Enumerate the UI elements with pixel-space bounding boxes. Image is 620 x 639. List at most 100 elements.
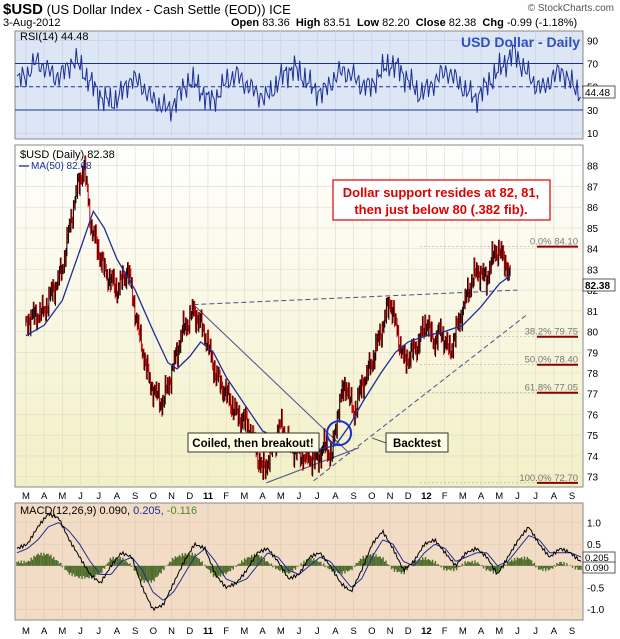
macd-x-tick-label: D [186,626,193,637]
price-tick-label: 83 [587,265,599,276]
rsi-legend: RSI(14) 44.48 [20,31,88,43]
macd-x-tick-label: S [569,626,575,637]
price-x-tick-label: 12 [421,491,432,502]
low-label: Low [357,17,380,29]
fib-level-label: 100.0% 72.70 [519,473,578,484]
price-x-tick-label: M [22,491,30,502]
price-tick-label: 78 [587,369,599,380]
price-tick-label: 74 [587,452,599,463]
macd-x-tick-label: M [459,626,467,637]
macd-x-tick-label: M [277,626,285,637]
open-label: Open [231,17,260,29]
fib-level-label: 38.2% 79.75 [525,327,578,338]
price-tick-label: 79 [587,348,599,359]
price-tick-label: 80 [587,328,599,339]
price-tick-label: 77 [587,390,599,401]
macd-x-tick-label: J [315,626,320,637]
price-x-tick-label: J [78,491,83,502]
price-x-tick-label: M [495,491,503,502]
macd-x-tick-label: A [41,626,48,637]
open-value: 83.36 [262,17,290,29]
macd-legend-macd: 0.090, [99,505,130,517]
stockcharts-logo[interactable]: © StockCharts.com [527,3,614,14]
rsi-panel: 9070503010 RSI(14) 44.48 USD Dollar - Da… [14,30,616,140]
price-last-value: 82.38 [585,281,610,292]
high-label: High [295,17,321,29]
price-x-tick-label: A [259,491,266,502]
trendline [313,314,527,482]
price-x-tick-label: J [297,491,302,502]
close-value: 82.38 [448,17,477,29]
price-x-tick-label: D [186,491,193,502]
macd-x-tick-label: S [132,626,138,637]
macd-x-tick-label: A [114,626,121,637]
coiled-text: Coiled, then breakout! [192,438,313,450]
price-x-tick-label: J [96,491,101,502]
macd-x-tick-label: A [551,626,558,637]
support-annotation: Dollar support resides at 82, 81, then j… [332,179,551,221]
macd-x-tick-label: 12 [421,626,432,637]
price-x-tick-label: S [569,491,575,502]
macd-x-tick-label: J [78,626,83,637]
backtest-annotation: Backtest [371,432,449,453]
backtest-text: Backtest [393,438,441,450]
macd-last-value: 0.090 [585,563,609,574]
price-tick-label: 85 [587,224,599,235]
macd-x-tick-label: J [533,626,538,637]
quote-line: 3-Aug-2012 Open 83.36 High 83.51 Low 82.… [3,17,615,29]
price-tick-label: 76 [587,410,599,421]
breakout-circle [326,420,353,447]
price-x-tick-label: J [533,491,538,502]
fib-level-label: 61.8% 77.05 [525,383,578,394]
rsi-tick-label: 10 [587,129,599,140]
price-x-tick-label: M [58,491,66,502]
price-x-tick-label: J [515,491,520,502]
macd-panel: 1.00.50.0-0.5-1.0 MAMJJASOND11FMAMJJASON… [14,502,616,637]
price-tick-label: 82 [587,286,599,297]
macd-x-tick-label: M [240,626,248,637]
price-x-tick-label: A [478,491,485,502]
close-label: Close [415,17,446,29]
macd-x-tick-label: D [405,626,412,637]
rsi-last-value-tag: 44.48 [582,85,616,99]
chg-value: -0.99 (-1.18%) [506,17,578,29]
macd-x-tick-label: N [168,626,175,637]
macd-line [16,512,582,612]
rsi-last-value: 44.48 [585,88,610,99]
price-x-tick-label: M [240,491,248,502]
price-tick-label: 87 [587,182,599,193]
macd-x-tick-label: J [515,626,520,637]
macd-tick-label: -0.5 [587,584,605,595]
macd-x-tick-label: M [495,626,503,637]
price-x-tick-label: O [368,491,375,502]
macd-legend-hist: -0.116 [167,505,197,517]
quote-date: 3-Aug-2012 [3,17,61,29]
macd-x-tick-label: J [297,626,302,637]
rsi-tick-label: 30 [587,106,599,117]
macd-x-tick-label: A [478,626,485,637]
price-tick-label: 86 [587,203,599,214]
price-x-tick-label: F [223,491,229,502]
price-x-tick-label: N [387,491,394,502]
rsi-tick-label: 90 [587,36,599,47]
rsi-line [16,44,582,122]
price-x-tick-label: S [132,491,138,502]
macd-last-value-tags: 0.205 0.090 [582,551,616,574]
ohlc-stats: Open 83.36 High 83.51 Low 82.20 Close 82… [231,17,577,29]
macd-x-tick-label: 11 [203,626,214,637]
price-legend: $USD (Daily) 82.38 [20,149,115,161]
price-x-tick-label: M [459,491,467,502]
support-text-line2: then just below 80 (.382 fib). [354,202,527,217]
macd-legend: MACD(12,26,9) 0.090, 0.205, -0.116 [20,505,197,517]
macd-x-tick-label: O [150,626,157,637]
macd-x-tick-label: N [387,626,394,637]
trendline [193,289,518,306]
macd-legend-signal: 0.205, [133,505,164,517]
macd-legend-prefix: MACD(12,26,9) [20,505,96,517]
macd-tick-label: 0.5 [587,540,601,551]
macd-x-tick-label: J [96,626,101,637]
macd-x-tick-label: F [223,626,229,637]
price-x-tick-label: A [332,491,339,502]
macd-tick-label: 1.0 [587,519,601,530]
